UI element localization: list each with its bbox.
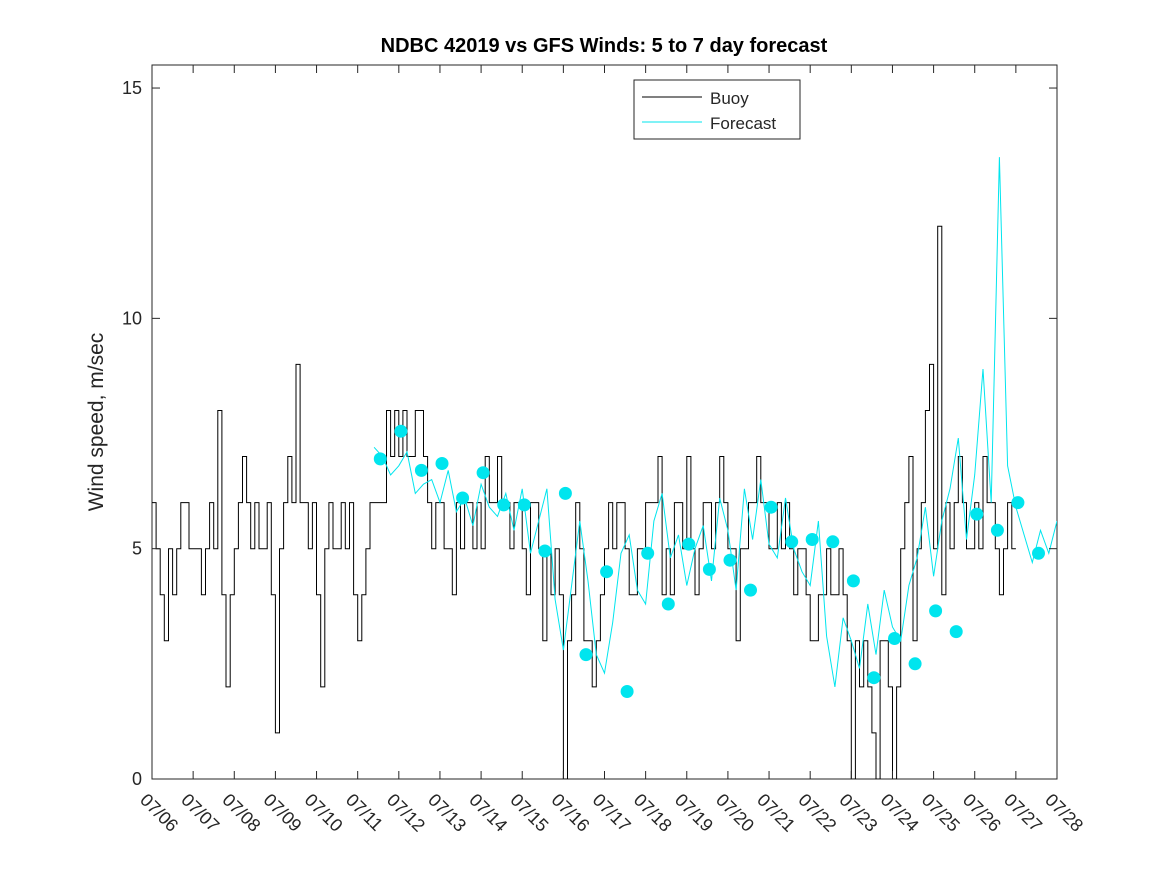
forecast-marker bbox=[1011, 496, 1025, 510]
forecast-marker bbox=[1032, 546, 1045, 560]
x-tick-label: 07/07 bbox=[177, 790, 223, 836]
forecast-marker bbox=[456, 491, 470, 505]
chart-title: NDBC 42019 vs GFS Winds: 5 to 7 day fore… bbox=[381, 35, 828, 57]
forecast-marker bbox=[723, 553, 737, 567]
forecast-marker bbox=[826, 535, 840, 549]
x-tick-label: 07/25 bbox=[918, 790, 964, 836]
forecast-marker bbox=[990, 523, 1004, 537]
legend-label-forecast: Forecast bbox=[710, 114, 776, 133]
forecast-marker bbox=[846, 574, 860, 588]
x-tick-label: 07/09 bbox=[260, 790, 306, 836]
y-axis-label: Wind speed, m/sec bbox=[85, 333, 108, 512]
x-tick-label: 07/18 bbox=[630, 790, 676, 836]
forecast-marker bbox=[414, 463, 428, 477]
forecast-marker bbox=[888, 632, 901, 645]
y-tick-label: 10 bbox=[122, 308, 142, 328]
forecast-marker bbox=[600, 565, 614, 579]
plot-area bbox=[151, 64, 1058, 780]
forecast-marker bbox=[661, 597, 675, 611]
x-tick-label: 07/14 bbox=[465, 790, 511, 836]
x-tick-label: 07/19 bbox=[671, 790, 717, 836]
forecast-marker bbox=[764, 500, 778, 514]
forecast-marker bbox=[805, 533, 819, 546]
x-tick-label: 07/28 bbox=[1041, 790, 1087, 836]
forecast-marker bbox=[929, 604, 943, 618]
x-tick-label: 07/26 bbox=[959, 790, 1005, 836]
forecast-marker bbox=[620, 685, 634, 698]
x-tick-label: 07/24 bbox=[877, 790, 923, 836]
forecast-marker bbox=[497, 498, 511, 512]
legend: Buoy Forecast bbox=[633, 79, 801, 140]
y-tick-label: 5 bbox=[132, 539, 142, 559]
x-tick-label: 07/10 bbox=[301, 790, 347, 836]
plot-series-group bbox=[152, 157, 1057, 779]
forecast-marker bbox=[949, 625, 963, 639]
y-tick-label: 15 bbox=[122, 78, 142, 98]
forecast-marker bbox=[373, 452, 387, 466]
forecast-marker bbox=[970, 507, 984, 521]
y-axis: 0 5 10 15 bbox=[122, 78, 1057, 789]
forecast-marker bbox=[558, 486, 572, 500]
x-tick-label: 07/06 bbox=[136, 790, 182, 836]
x-tick-label: 07/17 bbox=[589, 790, 635, 836]
x-tick-label: 07/08 bbox=[218, 790, 264, 836]
x-tick-label: 07/11 bbox=[342, 790, 387, 835]
forecast-marker bbox=[908, 657, 922, 671]
forecast-marker bbox=[682, 537, 696, 551]
y-tick-label: 0 bbox=[132, 769, 142, 789]
forecast-marker bbox=[785, 535, 799, 549]
x-tick-label: 07/21 bbox=[753, 790, 799, 836]
forecast-marker bbox=[579, 648, 593, 662]
x-tick-label: 07/12 bbox=[383, 790, 429, 836]
x-tick-label: 07/20 bbox=[712, 790, 758, 836]
x-tick-label: 07/27 bbox=[1000, 790, 1046, 836]
x-tick-label: 07/22 bbox=[794, 790, 840, 836]
series-buoy-line bbox=[152, 225, 1016, 779]
legend-box bbox=[633, 79, 801, 140]
forecast-marker bbox=[867, 671, 881, 685]
series-forecast-line bbox=[373, 157, 1057, 687]
forecast-marker bbox=[394, 424, 408, 438]
x-tick-label: 07/15 bbox=[506, 790, 552, 836]
x-tick-label: 07/13 bbox=[424, 790, 470, 836]
forecast-marker bbox=[641, 546, 655, 560]
forecast-marker bbox=[517, 498, 531, 512]
forecast-marker bbox=[476, 466, 490, 480]
x-tick-label: 07/23 bbox=[835, 790, 881, 836]
forecast-marker bbox=[702, 562, 716, 576]
forecast-marker bbox=[744, 583, 757, 597]
forecast-marker bbox=[538, 544, 552, 558]
legend-label-buoy: Buoy bbox=[710, 89, 749, 108]
forecast-marker bbox=[435, 457, 449, 470]
x-tick-label: 07/16 bbox=[548, 790, 594, 836]
